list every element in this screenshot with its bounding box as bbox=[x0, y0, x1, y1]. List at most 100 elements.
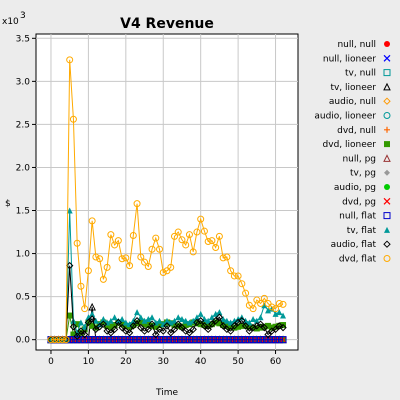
data-point bbox=[231, 324, 238, 331]
data-point bbox=[196, 317, 205, 325]
data-point bbox=[122, 336, 130, 344]
data-point bbox=[261, 302, 268, 309]
data-point bbox=[208, 237, 216, 245]
data-point bbox=[257, 314, 264, 321]
data-point bbox=[66, 56, 74, 64]
legend-marker bbox=[384, 141, 390, 148]
data-point bbox=[238, 317, 246, 325]
legend-label: null, pg bbox=[342, 154, 376, 164]
data-point bbox=[103, 327, 111, 335]
data-point bbox=[246, 319, 253, 326]
data-point bbox=[77, 327, 85, 335]
data-point bbox=[253, 296, 261, 304]
data-point bbox=[119, 316, 126, 323]
data-point bbox=[152, 323, 159, 330]
data-point bbox=[264, 330, 272, 339]
data-point bbox=[275, 322, 283, 330]
data-point bbox=[118, 323, 126, 332]
data-point bbox=[88, 217, 96, 225]
data-point bbox=[88, 315, 96, 323]
data-point bbox=[99, 275, 107, 283]
legend-item: audio, null bbox=[329, 97, 391, 107]
legend-item: dvd, pg bbox=[342, 197, 391, 207]
data-point bbox=[178, 323, 186, 332]
data-point bbox=[152, 330, 160, 339]
data-point bbox=[208, 314, 215, 321]
data-point bbox=[99, 336, 107, 344]
data-point bbox=[272, 310, 279, 317]
data-point bbox=[129, 322, 138, 330]
data-point bbox=[230, 322, 239, 330]
data-point bbox=[204, 336, 212, 344]
data-point bbox=[163, 267, 171, 275]
data-point bbox=[253, 336, 261, 344]
data-point bbox=[249, 336, 257, 344]
data-point bbox=[235, 323, 242, 330]
data-point bbox=[275, 336, 283, 344]
data-point bbox=[118, 255, 126, 263]
data-point bbox=[144, 262, 152, 270]
data-point bbox=[215, 232, 223, 240]
data-point bbox=[122, 322, 129, 329]
y-exponent-power: 3 bbox=[20, 11, 26, 21]
legend-item: null, lioneer bbox=[323, 54, 391, 64]
data-point bbox=[77, 329, 84, 336]
data-point bbox=[167, 263, 175, 271]
data-point bbox=[148, 245, 156, 253]
data-point bbox=[88, 336, 96, 344]
legend-label: tv, null bbox=[345, 69, 376, 79]
data-point bbox=[170, 232, 178, 240]
data-point bbox=[141, 321, 148, 328]
data-point bbox=[246, 323, 253, 330]
data-point bbox=[163, 322, 171, 330]
x-tick-label: 60 bbox=[270, 357, 282, 367]
data-point bbox=[148, 320, 156, 328]
data-point bbox=[81, 305, 89, 313]
data-point bbox=[212, 336, 220, 344]
y-tick-label: 0.5 bbox=[16, 293, 30, 303]
data-point bbox=[156, 336, 164, 344]
data-point bbox=[182, 336, 190, 344]
data-point bbox=[159, 336, 167, 344]
data-point bbox=[256, 320, 265, 328]
data-point bbox=[92, 336, 100, 344]
data-point bbox=[242, 336, 250, 344]
legend-marker bbox=[383, 154, 391, 162]
axis-ticks: 0 10 20 30 40 50 60 0.0 0.5 1.0 1.5 2.0 2.5 3.0 3.5 bbox=[16, 34, 282, 367]
y-tick-label: 3.5 bbox=[16, 34, 30, 44]
data-point bbox=[156, 245, 164, 253]
data-point bbox=[226, 327, 235, 335]
data-point bbox=[149, 314, 156, 321]
legend-item: dvd, flat bbox=[339, 255, 391, 265]
data-point bbox=[171, 317, 178, 324]
legend-item: audio, lioneer bbox=[314, 112, 391, 122]
data-point bbox=[242, 322, 249, 329]
data-point bbox=[141, 317, 148, 324]
data-point bbox=[204, 238, 212, 246]
series-layer bbox=[47, 56, 287, 344]
chart-title: V4 Revenue bbox=[120, 16, 214, 32]
y-exponent-base: x10 bbox=[2, 17, 19, 27]
plot-area bbox=[35, 33, 299, 351]
legend-label: tv, pg bbox=[350, 169, 376, 179]
data-point bbox=[69, 115, 77, 123]
data-point bbox=[107, 317, 114, 324]
x-tick-label: 20 bbox=[120, 357, 132, 367]
data-point bbox=[174, 320, 182, 328]
data-point bbox=[107, 323, 114, 330]
data-point bbox=[257, 300, 265, 308]
data-point bbox=[122, 319, 129, 326]
data-point bbox=[182, 241, 190, 249]
data-point bbox=[152, 336, 160, 344]
data-point bbox=[242, 289, 250, 297]
data-point bbox=[264, 336, 272, 344]
data-point bbox=[174, 336, 182, 344]
data-point bbox=[126, 336, 134, 344]
data-point bbox=[58, 336, 66, 344]
data-point bbox=[73, 239, 81, 247]
data-point bbox=[159, 269, 167, 277]
legend-marker bbox=[383, 240, 391, 248]
legend-marker bbox=[383, 54, 391, 62]
data-point bbox=[148, 336, 156, 344]
